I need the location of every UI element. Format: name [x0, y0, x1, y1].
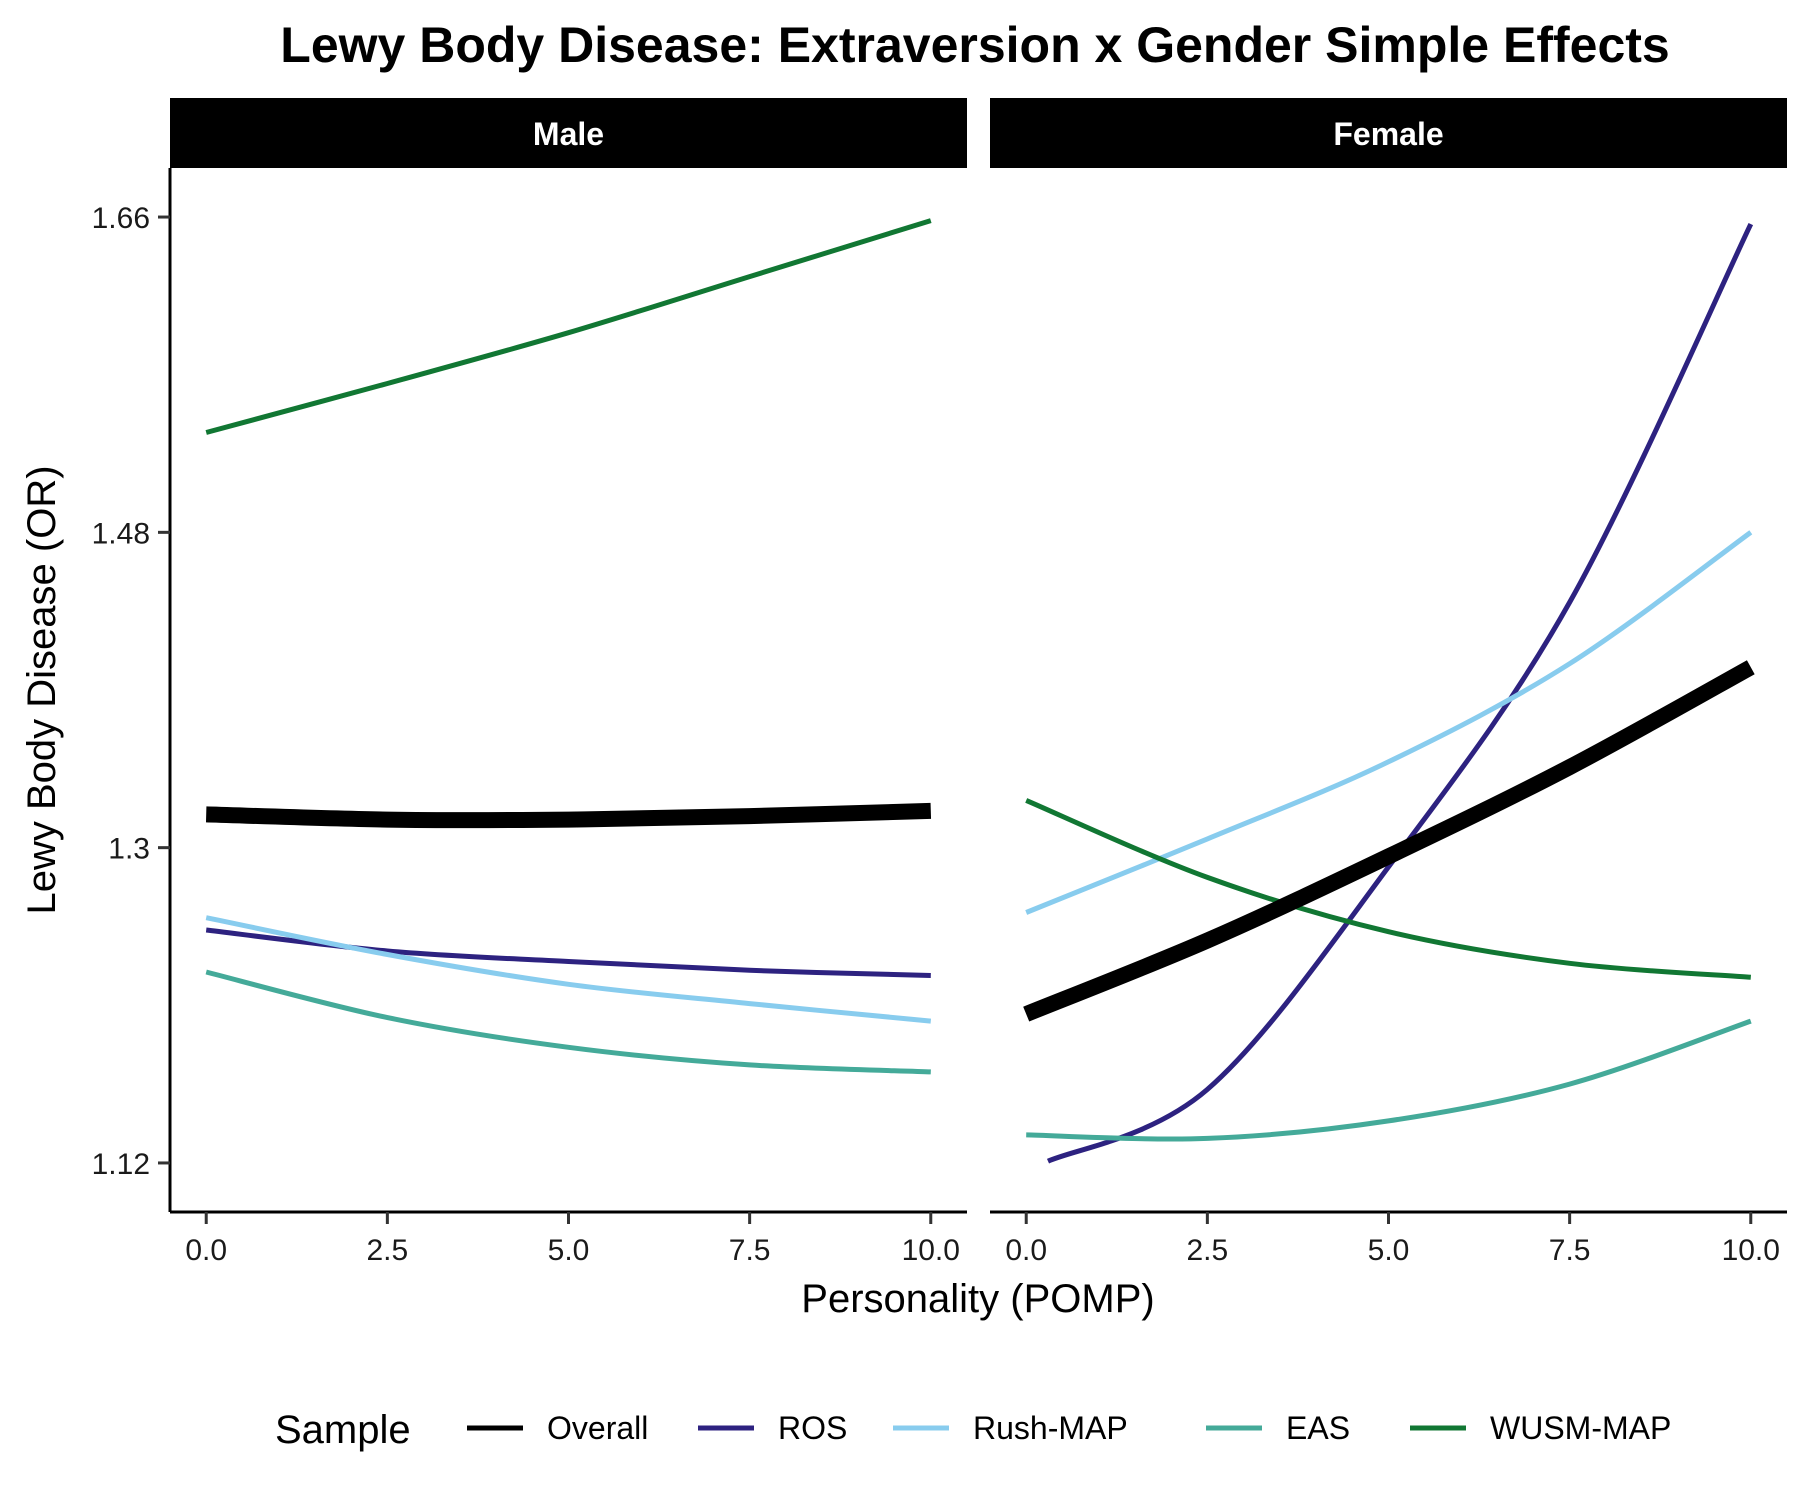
- series-line-male-wusm-map: [205, 218, 932, 435]
- x-tick-label: 0.0: [185, 1234, 227, 1267]
- series-line-male-eas: [205, 969, 931, 1075]
- series-line-female-overall: [1023, 660, 1755, 1022]
- x-tick-label: 2.5: [1187, 1234, 1229, 1267]
- series-line-male-rush-map: [205, 915, 932, 1024]
- series-layer-male: [205, 218, 932, 1075]
- y-ticks: 1.12 1.3 1.48 1.66: [92, 202, 170, 1181]
- y-axis-title: Lewy Body Disease (OR): [20, 465, 64, 914]
- legend: Sample Overall ROS Rush-MAP EAS WUSM-MAP: [275, 1408, 1671, 1452]
- facet-panel-female: Female 0.0 2.5 5.0 7.5 10.0: [990, 98, 1787, 1267]
- x-tick-label: 0.0: [1005, 1234, 1047, 1267]
- legend-label-ros: ROS: [778, 1410, 847, 1446]
- legend-label-rush-map: Rush-MAP: [973, 1410, 1128, 1446]
- series-line-female-rush-map: [1025, 530, 1753, 915]
- facet-strip-label-female: Female: [1333, 116, 1443, 152]
- y-tick-label: 1.12: [92, 1148, 150, 1181]
- x-tick-label: 5.0: [548, 1234, 590, 1267]
- x-tick-label: 10.0: [902, 1234, 960, 1267]
- series-line-female-ros: [1046, 223, 1754, 1164]
- y-tick-label: 1.66: [92, 202, 150, 235]
- y-tick-label: 1.48: [92, 517, 150, 550]
- x-tick-label: 7.5: [729, 1234, 771, 1267]
- series-line-male-ros: [205, 927, 931, 978]
- x-tick-label: 7.5: [1549, 1234, 1591, 1267]
- chart-title: Lewy Body Disease: Extraversion x Gender…: [280, 17, 1669, 73]
- series-layer-female: [1023, 223, 1755, 1164]
- x-tick-label: 10.0: [1722, 1234, 1780, 1267]
- x-tick-label: 2.5: [367, 1234, 409, 1267]
- facet-strip-female: [990, 98, 1787, 168]
- facet-strip-male: [170, 98, 967, 168]
- legend-title: Sample: [275, 1408, 411, 1452]
- legend-label-eas: EAS: [1286, 1410, 1350, 1446]
- x-ticks-male: 0.0 2.5 5.0 7.5 10.0: [185, 1212, 960, 1267]
- facet-strip-label-male: Male: [533, 116, 604, 152]
- legend-label-wusm-map: WUSM-MAP: [1490, 1410, 1671, 1446]
- legend-items: Overall ROS Rush-MAP EAS WUSM-MAP: [467, 1410, 1671, 1446]
- x-axis-title: Personality (POMP): [801, 1277, 1154, 1321]
- series-line-female-eas: [1026, 1018, 1752, 1142]
- y-tick-label: 1.3: [108, 833, 150, 866]
- facet-panel-male: Male 0.0 2.5 5.0 7.5 10.0 1.12 1.3 1.48 1.66: [92, 98, 967, 1267]
- series-line-female-wusm-map: [1025, 798, 1751, 980]
- legend-label-overall: Overall: [547, 1410, 648, 1446]
- x-tick-label: 5.0: [1368, 1234, 1410, 1267]
- series-line-male-overall: [205, 802, 932, 829]
- x-ticks-female: 0.0 2.5 5.0 7.5 10.0: [1005, 1212, 1780, 1267]
